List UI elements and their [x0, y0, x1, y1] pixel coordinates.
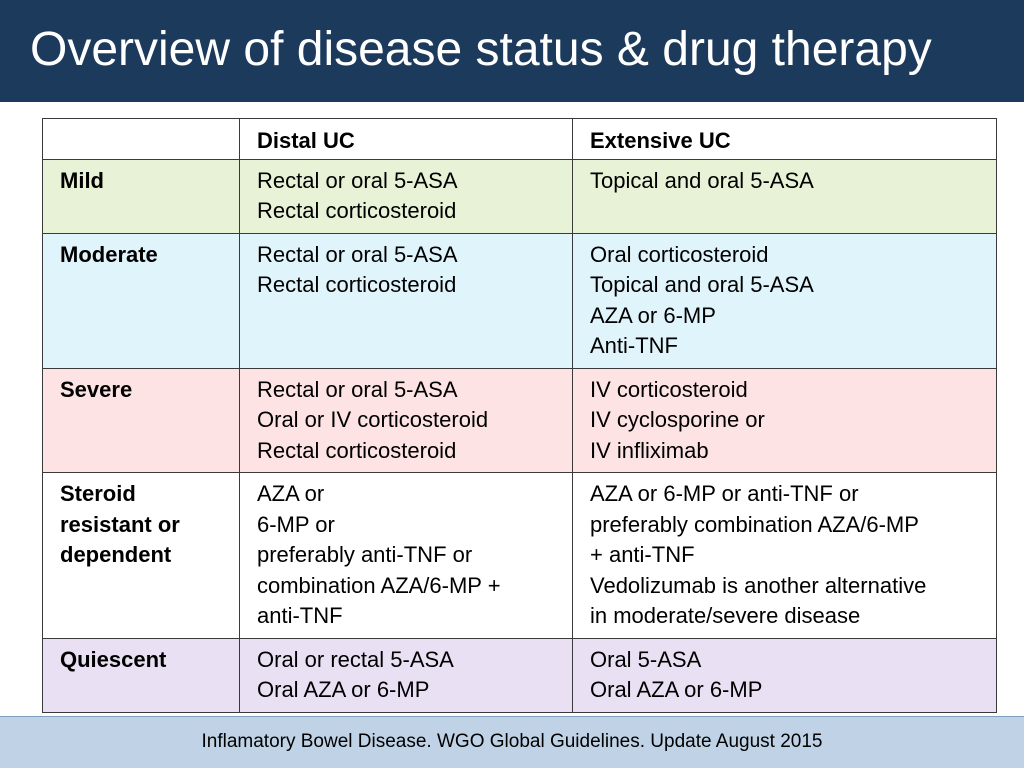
cell-line: Quiescent: [60, 646, 167, 672]
cell-line: Rectal corticosteroid: [257, 272, 457, 297]
distal-uc-cell: Rectal or oral 5-ASA Rectal corticosteroi…: [239, 158, 573, 234]
cell-line: combination AZA/6-MP +: [257, 572, 501, 598]
cell-line: preferably combination AZA/6-MP: [590, 511, 919, 537]
cell-line: dependent: [60, 542, 172, 567]
distal-uc-cell: Rectal or oral 5-ASA Oral or IV corticost…: [239, 367, 573, 473]
cell-line: Topical and oral 5-ASA: [590, 272, 814, 297]
row-label-cell: Quiescent: [42, 637, 240, 713]
cell-line: Oral corticosteroid: [590, 241, 769, 267]
cell-line: Rectal or oral 5-ASA: [257, 376, 458, 402]
cell-line: 6-MP or: [257, 511, 335, 537]
cell-line: Moderate: [60, 241, 158, 267]
title-bar: Overview of disease status & drug therap…: [0, 0, 1024, 102]
slide-title: Overview of disease status & drug therap…: [30, 23, 932, 76]
table-row: Mild Rectal or oral 5-ASA Rectal corticost…: [42, 158, 997, 234]
cell-line: Oral or rectal 5-ASA: [257, 646, 454, 672]
header-extensive-uc: Extensive UC: [572, 118, 997, 160]
table-body: Mild Rectal or oral 5-ASA Rectal corticost…: [42, 158, 997, 713]
distal-uc-cell: Oral or rectal 5-ASA Oral AZA or 6-MP: [239, 637, 573, 713]
extensive-uc-cell: Topical and oral 5-ASA: [572, 158, 997, 234]
cell-line: Rectal corticosteroid: [257, 198, 457, 223]
table-row: Steroid resistant or dependent AZA or 6-MP o…: [42, 472, 997, 639]
cell-line: Oral 5-ASA: [590, 646, 702, 672]
cell-line: IV corticosteroid: [590, 376, 748, 402]
citation-text: Inflamatory Bowel Disease. WGO Global Gu…: [201, 731, 823, 752]
cell-line: in moderate/severe disease: [590, 603, 861, 628]
cell-line: AZA or: [257, 481, 325, 506]
cell-line: Rectal corticosteroid: [257, 437, 457, 463]
header-distal-uc: Distal UC: [239, 118, 573, 160]
extensive-uc-cell: Oral corticosteroid Topical and oral 5-AS…: [572, 232, 997, 369]
cell-line: + anti-TNF: [590, 542, 695, 567]
cell-line: AZA or 6-MP or anti-TNF or: [590, 481, 859, 506]
cell-line: Severe: [60, 376, 133, 402]
table-row: Moderate Rectal or oral 5-ASA Rectal corti…: [42, 232, 997, 369]
cell-line: Steroid: [60, 481, 136, 506]
row-label-cell: Severe: [42, 367, 240, 473]
header-cell-empty: [42, 118, 240, 160]
row-label-cell: Moderate: [42, 232, 240, 369]
table-row: Severe Rectal or oral 5-ASA Oral or IV cor…: [42, 367, 997, 473]
cell-line: Rectal or oral 5-ASA: [257, 241, 458, 267]
row-label-cell: Mild: [42, 158, 240, 234]
extensive-uc-cell: Oral 5-ASA Oral AZA or 6-MP: [572, 637, 997, 713]
distal-uc-cell: AZA or 6-MP or preferably anti-TNF or combi…: [239, 472, 573, 639]
cell-line: IV infliximab: [590, 437, 709, 463]
table-header-row: Distal UC Extensive UC: [42, 118, 997, 160]
cell-line: IV cyclosporine or: [590, 407, 765, 432]
cell-line: resistant or: [60, 511, 180, 537]
extensive-uc-cell: IV corticosteroid IV cyclosporine or IV in…: [572, 367, 997, 473]
extensive-uc-cell: AZA or 6-MP or anti-TNF or preferably com…: [572, 472, 997, 639]
therapy-table: Distal UC Extensive UC Mild Rectal or ora…: [42, 118, 997, 713]
cell-line: Oral AZA or 6-MP: [590, 677, 763, 702]
cell-line: Rectal or oral 5-ASA: [257, 167, 458, 193]
cell-line: AZA or 6-MP: [590, 302, 716, 328]
cell-line: anti-TNF: [257, 603, 343, 628]
cell-line: Topical and oral 5-ASA: [590, 167, 814, 193]
footer-bar: Inflamatory Bowel Disease. WGO Global Gu…: [0, 716, 1024, 768]
cell-line: Vedolizumab is another alternative: [590, 572, 927, 598]
row-label-cell: Steroid resistant or dependent: [42, 472, 240, 639]
table-row: Quiescent Oral or rectal 5-ASA Oral AZA or…: [42, 637, 997, 713]
cell-line: Anti-TNF: [590, 333, 678, 358]
distal-uc-cell: Rectal or oral 5-ASA Rectal corticosteroi…: [239, 232, 573, 369]
cell-line: Oral AZA or 6-MP: [257, 677, 430, 702]
cell-line: Oral or IV corticosteroid: [257, 407, 489, 432]
cell-line: preferably anti-TNF or: [257, 542, 473, 567]
cell-line: Mild: [60, 167, 104, 193]
